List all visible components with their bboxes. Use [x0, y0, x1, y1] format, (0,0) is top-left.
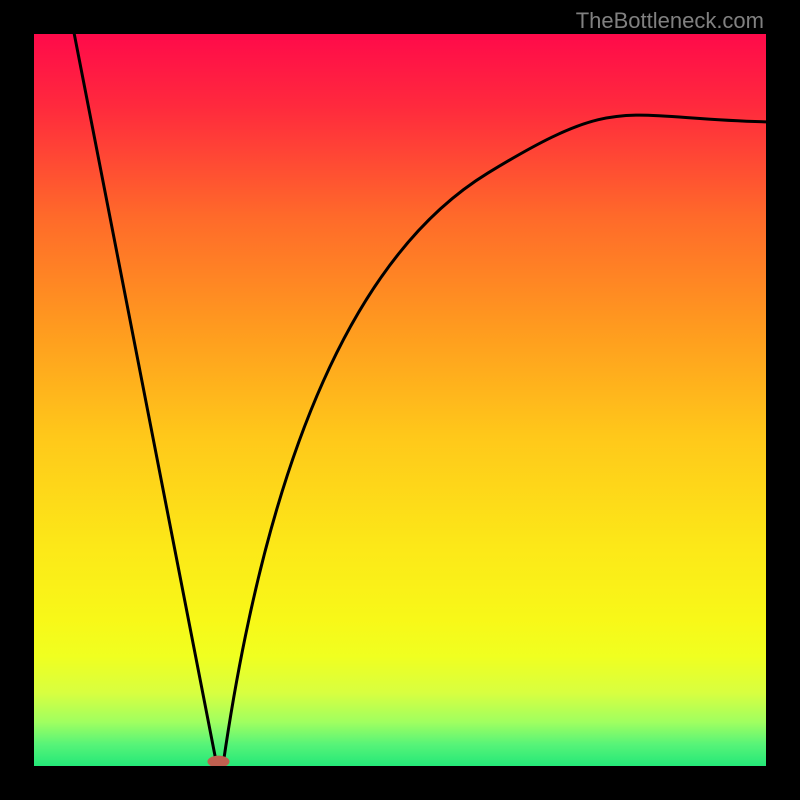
chart-root: TheBottleneck.com — [0, 0, 800, 800]
plot-area — [34, 34, 766, 766]
chart-svg — [34, 34, 766, 766]
watermark-text: TheBottleneck.com — [576, 8, 764, 34]
gradient-background — [34, 34, 766, 766]
